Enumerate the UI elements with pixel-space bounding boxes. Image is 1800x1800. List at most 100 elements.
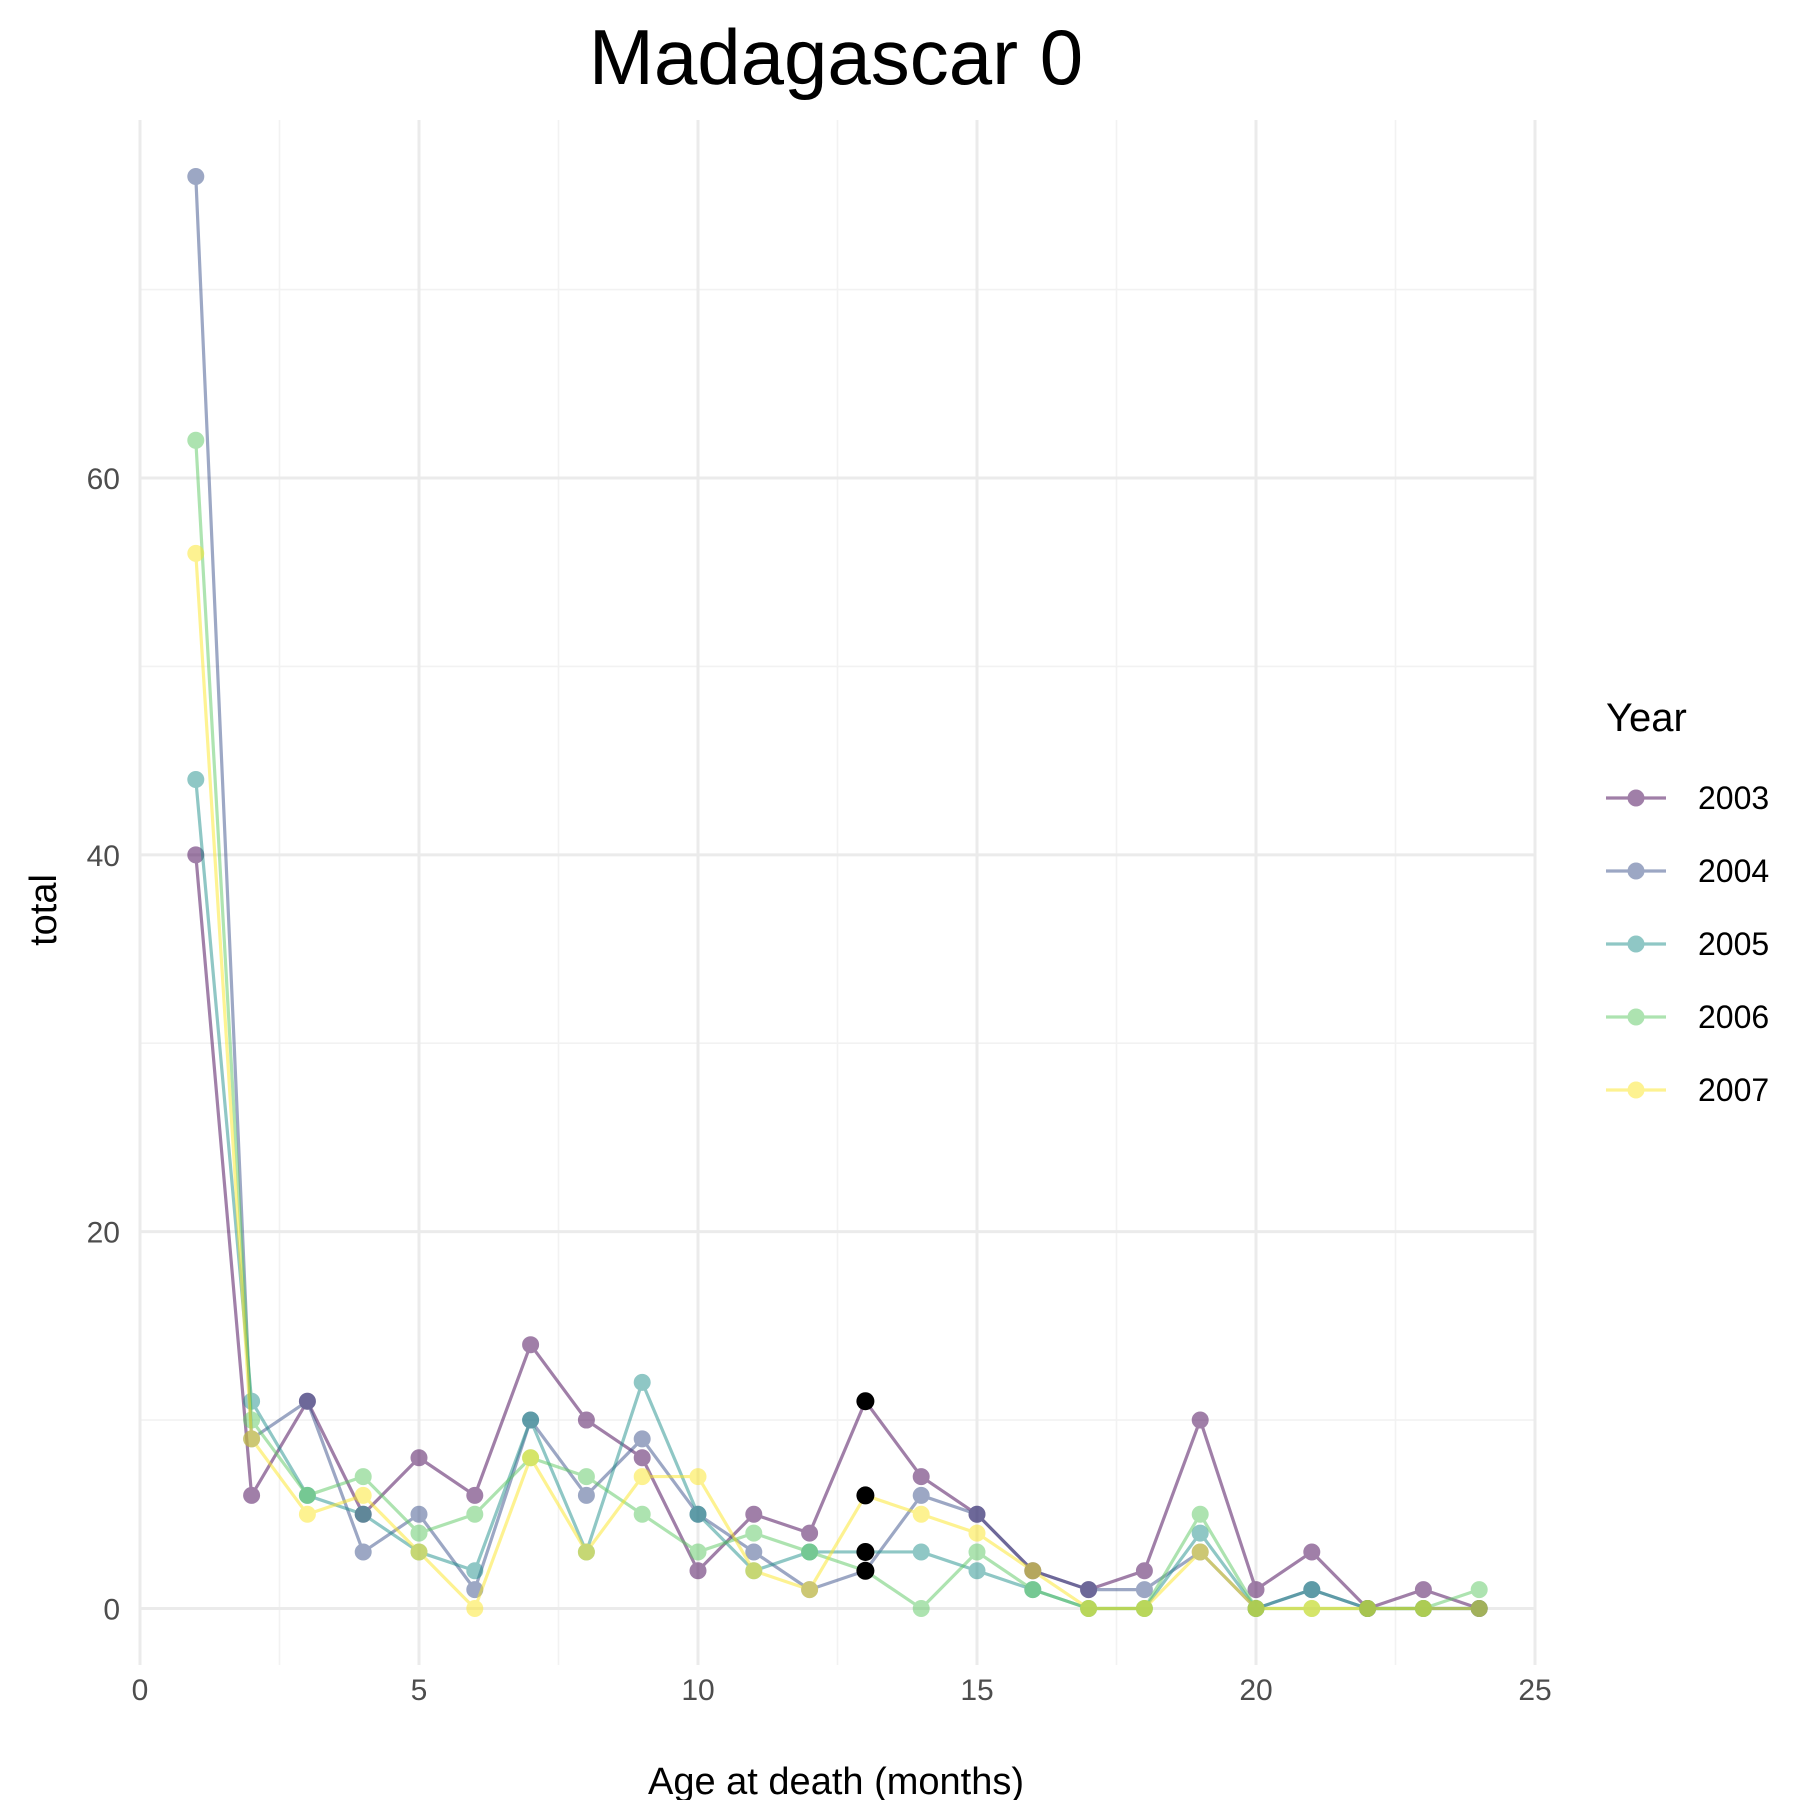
data-point-2007	[1191, 1543, 1209, 1561]
data-point-2005	[689, 1505, 707, 1523]
data-point-2004	[354, 1543, 372, 1561]
data-point-2006	[466, 1505, 484, 1523]
data-point-2003	[1303, 1543, 1321, 1561]
data-point-2005	[466, 1562, 484, 1580]
data-point-2007	[1359, 1599, 1377, 1617]
highlight-point	[856, 1542, 875, 1561]
legend-key-2007	[1606, 1081, 1666, 1099]
data-point-2007	[1247, 1599, 1265, 1617]
data-point-2004	[1080, 1581, 1098, 1599]
data-point-2004	[968, 1505, 986, 1523]
x-axis-ticks: 0 5 10 15 20 25	[132, 1674, 1552, 1707]
data-point-2007	[633, 1468, 651, 1486]
data-point-2003	[1135, 1562, 1153, 1580]
data-point-2003	[577, 1411, 595, 1429]
y-tick-label: 0	[103, 1593, 120, 1626]
data-point-2006	[577, 1468, 595, 1486]
y-tick-label: 40	[87, 840, 120, 873]
chart-title: Madagascar 0	[589, 13, 1083, 101]
y-tick-label: 60	[87, 463, 120, 496]
data-point-2006	[633, 1505, 651, 1523]
data-point-2005	[354, 1505, 372, 1523]
data-point-2004	[912, 1486, 930, 1504]
data-point-2005	[912, 1543, 930, 1561]
legend-key-2004	[1606, 862, 1666, 880]
data-point-2006	[968, 1543, 986, 1561]
data-point-2004	[745, 1543, 763, 1561]
series-line-2005	[194, 779, 1480, 1611]
legend: Year 2003 2004 2005 2006 2007	[1606, 696, 1769, 1108]
data-point-2004	[1135, 1581, 1153, 1599]
data-point-2003	[1247, 1581, 1265, 1599]
data-point-2005	[1191, 1524, 1209, 1542]
data-point-2006	[1191, 1505, 1209, 1523]
data-point-2003	[633, 1449, 651, 1467]
legend-key-2006	[1606, 1008, 1666, 1026]
data-point-2004	[187, 168, 205, 186]
data-point-2005	[633, 1373, 651, 1391]
data-point-2004	[633, 1430, 651, 1448]
series-2007	[187, 544, 1488, 1617]
y-axis-title: total	[23, 874, 65, 946]
series-line-2003	[194, 854, 1480, 1611]
legend-label-2006: 2006	[1698, 999, 1769, 1035]
data-point-2007	[1470, 1599, 1488, 1617]
data-point-2004	[577, 1486, 595, 1504]
data-point-2003	[912, 1468, 930, 1486]
legend-item-2005: 2005	[1606, 926, 1769, 962]
data-point-2007	[243, 1430, 261, 1448]
data-point-2005	[968, 1562, 986, 1580]
data-point-2006	[187, 431, 205, 449]
series-2006	[187, 431, 1488, 1617]
legend-title: Year	[1606, 696, 1687, 740]
data-point-2003	[745, 1505, 763, 1523]
x-tick-label: 0	[132, 1674, 149, 1707]
data-point-2007	[577, 1543, 595, 1561]
data-point-2007	[187, 544, 205, 562]
legend-key-2005	[1606, 935, 1666, 953]
data-point-2007	[912, 1505, 930, 1523]
data-point-2007	[968, 1524, 986, 1542]
legend-label-2005: 2005	[1698, 926, 1769, 962]
data-point-2007	[801, 1581, 819, 1599]
data-point-2003	[243, 1486, 261, 1504]
data-point-2003	[1414, 1581, 1432, 1599]
data-point-2007	[1303, 1599, 1321, 1617]
x-axis-title: Age at death (months)	[648, 1761, 1024, 1800]
y-tick-label: 20	[87, 1217, 120, 1250]
data-point-2006	[298, 1486, 316, 1504]
data-point-2003	[1191, 1411, 1209, 1429]
data-point-2004	[410, 1505, 428, 1523]
data-point-2007	[1080, 1599, 1098, 1617]
data-point-2003	[689, 1562, 707, 1580]
data-point-2006	[745, 1524, 763, 1542]
x-tick-label: 10	[681, 1674, 714, 1707]
data-point-2007	[1024, 1562, 1042, 1580]
data-point-2003	[522, 1336, 540, 1354]
highlight-point	[856, 1486, 875, 1505]
x-tick-label: 5	[411, 1674, 428, 1707]
legend-item-2007: 2007	[1606, 1072, 1769, 1108]
data-point-2007	[522, 1449, 540, 1467]
data-point-2003	[801, 1524, 819, 1542]
highlight-point	[856, 1392, 875, 1411]
data-point-2007	[1414, 1599, 1432, 1617]
data-point-2006	[354, 1468, 372, 1486]
legend-key-2003	[1606, 789, 1666, 807]
data-point-2005	[1303, 1581, 1321, 1599]
data-point-2006	[410, 1524, 428, 1542]
data-point-2006	[1024, 1581, 1042, 1599]
data-point-2007	[1135, 1599, 1153, 1617]
data-point-2003	[410, 1449, 428, 1467]
x-tick-label: 25	[1518, 1674, 1551, 1707]
legend-label-2003: 2003	[1698, 780, 1769, 816]
legend-label-2004: 2004	[1698, 853, 1769, 889]
data-point-2006	[1470, 1581, 1488, 1599]
data-point-2004	[298, 1392, 316, 1410]
legend-item-2004: 2004	[1606, 853, 1769, 889]
legend-item-2003: 2003	[1606, 780, 1769, 816]
data-point-2005	[522, 1411, 540, 1429]
data-point-2007	[410, 1543, 428, 1561]
data-point-2007	[466, 1599, 484, 1617]
